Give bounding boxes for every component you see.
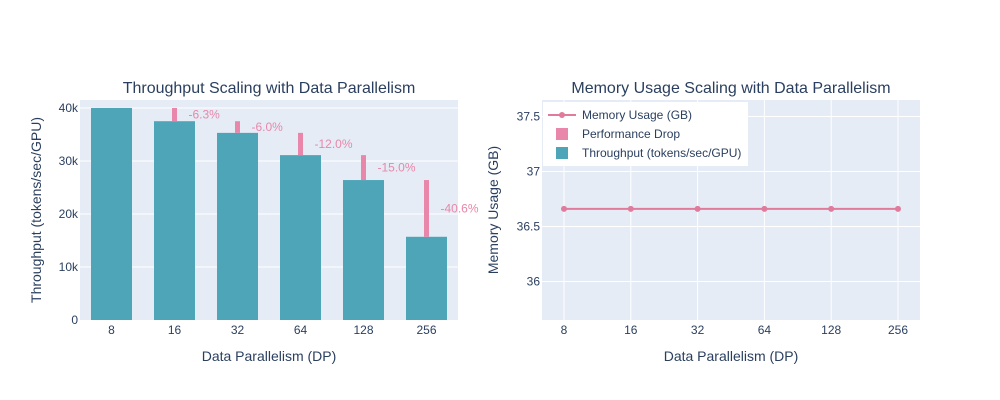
memory-point[interactable] xyxy=(895,205,901,212)
memory-point[interactable] xyxy=(828,205,835,212)
memory-x-ticks: 8 16 32 64 128 256 xyxy=(561,323,909,337)
throughput-bar[interactable] xyxy=(343,180,384,320)
throughput-x-ticks: 8 16 32 64 128 256 xyxy=(108,323,437,337)
legend-item[interactable]: Throughput (tokens/sec/GPU) xyxy=(556,146,741,160)
throughput-bar[interactable] xyxy=(217,132,258,320)
y-tick-label: 20k xyxy=(59,207,79,221)
y-tick-label: 40k xyxy=(59,101,79,115)
throughput-y-axis-label: Throughput (tokens/sec/GPU) xyxy=(28,117,44,303)
memory-chart-title: Memory Usage Scaling with Data Paralleli… xyxy=(571,80,890,97)
legend-square-swatch xyxy=(556,147,568,159)
y-tick-label: 0 xyxy=(71,313,78,327)
performance-drop-bar[interactable] xyxy=(424,180,429,237)
memory-y-ticks: 36 36.5 37 37.5 xyxy=(517,110,541,289)
performance-drop-label: -40.6% xyxy=(441,201,479,215)
performance-drop-bar[interactable] xyxy=(361,155,366,181)
throughput-y-ticks: 0 10k 20k 30k 40k xyxy=(59,101,79,327)
throughput-bar[interactable] xyxy=(406,236,447,320)
memory-x-axis-label: Data Parallelism (DP) xyxy=(664,348,799,364)
x-tick-label: 64 xyxy=(294,323,308,337)
y-tick-label: 36 xyxy=(527,275,541,289)
memory-point[interactable] xyxy=(561,205,567,212)
y-tick-label: 37 xyxy=(527,165,541,179)
throughput-chart: -6.3% -6.0% -12.0% -15.0% -40.6% 0 10k 20k 30k 4… xyxy=(28,80,479,364)
x-tick-label: 32 xyxy=(231,323,245,337)
performance-drop-bars: -6.3% -6.0% -12.0% -15.0% -40.6% xyxy=(172,108,479,237)
legend-item[interactable]: Memory Usage (GB) xyxy=(548,108,692,122)
legend[interactable]: Memory Usage (GB) Performance Drop Through… xyxy=(543,102,748,166)
throughput-x-axis-label: Data Parallelism (DP) xyxy=(202,348,337,364)
memory-y-axis-label: Memory Usage (GB) xyxy=(485,146,501,274)
legend-item[interactable]: Performance Drop xyxy=(556,127,680,141)
performance-drop-label: -15.0% xyxy=(378,161,416,175)
memory-series xyxy=(561,205,901,212)
performance-drop-label: -12.0% xyxy=(315,137,353,151)
throughput-chart-title: Throughput Scaling with Data Parallelism xyxy=(123,80,416,97)
x-tick-label: 32 xyxy=(691,323,705,337)
x-tick-label: 16 xyxy=(624,323,638,337)
throughput-bars xyxy=(91,107,447,320)
throughput-bar[interactable] xyxy=(91,107,132,320)
x-tick-label: 256 xyxy=(416,323,436,337)
x-tick-label: 16 xyxy=(168,323,182,337)
performance-drop-label: -6.0% xyxy=(252,120,284,134)
performance-drop-bar[interactable] xyxy=(172,107,177,122)
throughput-gridlines xyxy=(80,107,458,268)
x-tick-label: 256 xyxy=(888,323,908,337)
y-tick-label: 30k xyxy=(59,154,79,168)
throughput-bar[interactable] xyxy=(154,121,195,320)
legend-label: Throughput (tokens/sec/GPU) xyxy=(582,146,741,160)
memory-point[interactable] xyxy=(761,205,768,212)
y-tick-label: 37.5 xyxy=(517,110,541,124)
x-tick-label: 128 xyxy=(821,323,841,337)
legend-label: Performance Drop xyxy=(582,127,680,141)
legend-items: Memory Usage (GB) Performance Drop Through… xyxy=(548,108,741,160)
y-tick-label: 36.5 xyxy=(517,220,541,234)
throughput-plot-area xyxy=(80,100,458,320)
performance-drop-bar[interactable] xyxy=(298,132,303,156)
x-tick-label: 8 xyxy=(108,323,115,337)
x-tick-label: 8 xyxy=(561,323,568,337)
legend-marker-swatch xyxy=(559,112,565,118)
memory-point[interactable] xyxy=(627,205,634,212)
x-tick-label: 64 xyxy=(758,323,772,337)
legend-square-swatch xyxy=(556,128,568,140)
performance-drop-label: -6.3% xyxy=(189,108,221,122)
x-tick-label: 128 xyxy=(353,323,373,337)
y-tick-label: 10k xyxy=(59,260,79,274)
legend-label: Memory Usage (GB) xyxy=(582,108,692,122)
memory-point[interactable] xyxy=(694,205,701,212)
throughput-bar[interactable] xyxy=(280,155,321,320)
legend-background xyxy=(543,102,748,166)
performance-drop-bar[interactable] xyxy=(235,121,240,133)
